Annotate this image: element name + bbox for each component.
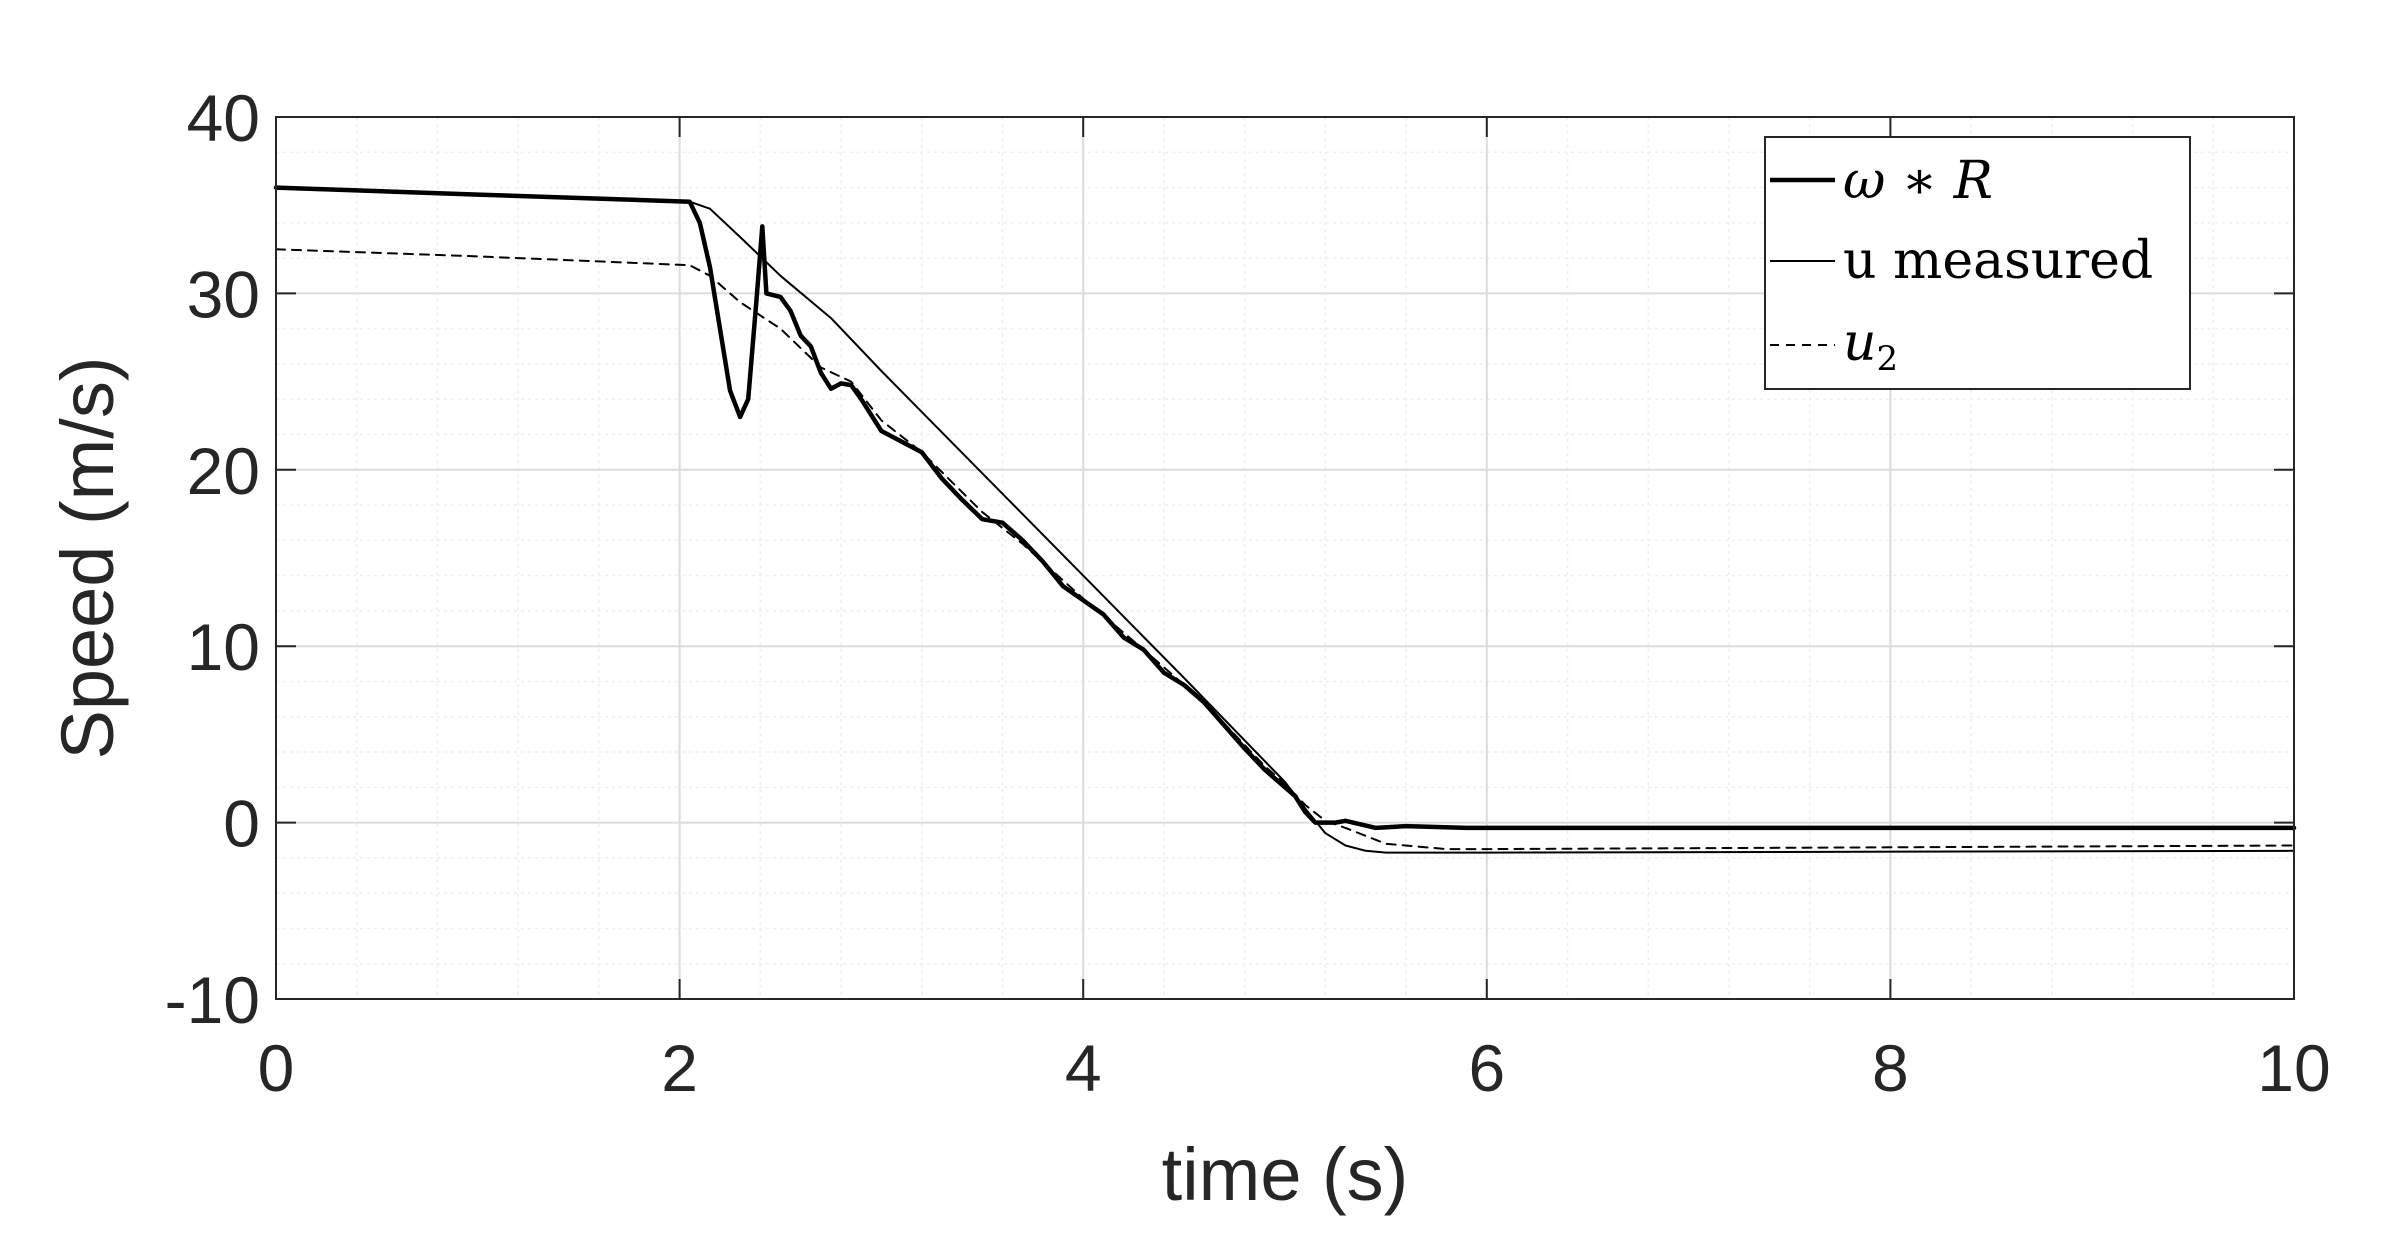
y-tick-label: 10 xyxy=(187,610,260,684)
series-layer xyxy=(273,185,2297,854)
legend-label-u-measured: u measured xyxy=(1843,231,2153,291)
legend-box xyxy=(1764,136,2191,390)
series-u-measured-line xyxy=(275,186,2295,854)
y-tick-label: 30 xyxy=(187,257,260,331)
legend-label-u2: u2 xyxy=(1843,313,1898,379)
y-tick-label: 0 xyxy=(223,787,260,861)
x-tick-label: 6 xyxy=(1468,1031,1505,1105)
x-tick-label: 10 xyxy=(2257,1031,2330,1105)
series-u2-line xyxy=(275,248,2295,851)
y-tick-label: 20 xyxy=(187,434,260,508)
x-tick-labels: 0 2 4 6 8 10 xyxy=(258,1031,2331,1105)
x-tick-label: 4 xyxy=(1065,1031,1102,1105)
y-tick-label: -10 xyxy=(165,963,260,1037)
y-tick-label: 40 xyxy=(187,81,260,155)
x-axis-title: time (s) xyxy=(1162,1133,1409,1216)
legend: ω ∗ R u measured u2 xyxy=(1764,136,2191,390)
axis-ticks xyxy=(275,116,2295,1000)
series-omega-r-line xyxy=(273,185,2297,831)
plot-frame xyxy=(275,116,2295,1000)
y-axis-title: Speed (m/s) xyxy=(46,356,129,759)
x-tick-label: 8 xyxy=(1872,1031,1909,1105)
x-tick-label: 0 xyxy=(258,1031,295,1105)
y-tick-labels: -10 0 10 20 30 40 xyxy=(165,81,260,1037)
legend-label-omega-r: ω ∗ R xyxy=(1843,151,1993,211)
x-tick-label: 2 xyxy=(661,1031,698,1105)
